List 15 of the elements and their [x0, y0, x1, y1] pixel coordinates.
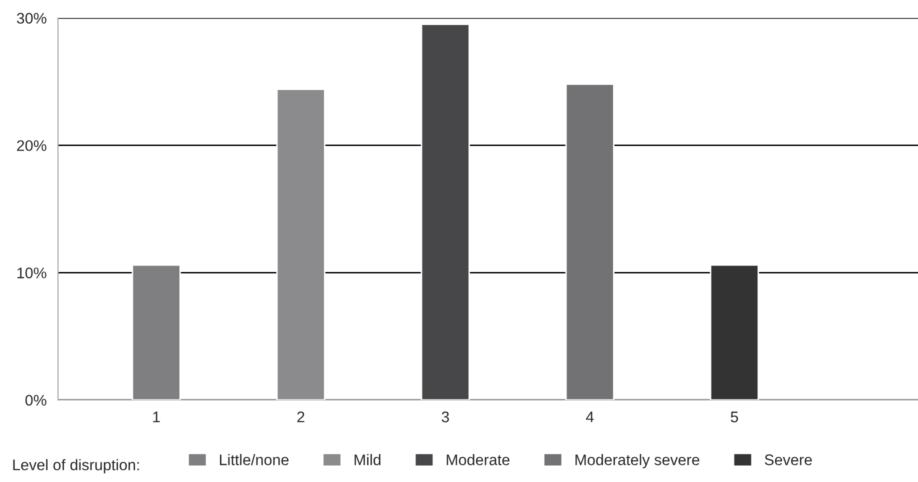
- legend-title: Level of disruption:: [13, 459, 139, 474]
- x-tick-label: 4: [586, 412, 594, 422]
- y-tick-label: 0%: [25, 394, 46, 406]
- legend-label: Little/none: [220, 454, 289, 466]
- legend-label: Severe: [764, 454, 812, 466]
- legend-label: Moderately severe: [576, 454, 700, 468]
- x-tick-label: 1: [153, 412, 160, 422]
- y-tick-label: 20%: [17, 140, 46, 152]
- y-tick-label: 30%: [16, 12, 46, 24]
- x-tick-label: 5: [730, 412, 738, 422]
- legend-label: Moderate: [446, 454, 510, 466]
- x-tick-label: 2: [297, 412, 304, 422]
- x-tick-label: 3: [442, 412, 449, 422]
- y-tick-label: 10%: [17, 268, 46, 278]
- legend-label: Mild: [354, 454, 380, 466]
